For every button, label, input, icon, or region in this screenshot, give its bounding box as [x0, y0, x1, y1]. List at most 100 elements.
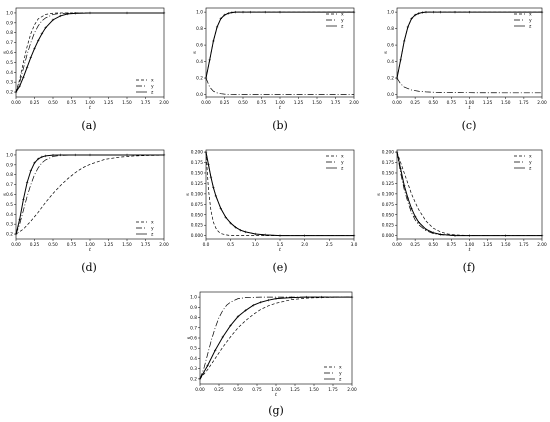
x-tick-label: 1.75	[141, 242, 151, 248]
series-point-z	[249, 10, 252, 14]
chart-panel: 0.00 0.25 0.50 0.75 1.00 1.25 1.50 1.75 2.00 0.0 0…	[383, 7, 547, 132]
legend-label-z: z	[339, 378, 342, 383]
series-point-z	[25, 181, 29, 184]
x-tick-label: 0.00	[11, 100, 21, 106]
x-tick-label: 1.75	[519, 100, 529, 106]
x-tick-label: 1.0	[252, 242, 259, 248]
y-tick-label: 0.150	[191, 170, 204, 176]
y-tick-label: 0.0	[387, 92, 394, 98]
legend-label-y: y	[339, 372, 342, 377]
series-point-z	[40, 155, 44, 159]
series-point-z	[40, 32, 44, 35]
legend-label-x: x	[529, 13, 532, 18]
series-point-z	[264, 233, 267, 237]
series-point-z	[453, 10, 457, 14]
series-point-z	[254, 232, 257, 236]
y-tick-label: 0.0	[196, 92, 203, 98]
series-point-z	[468, 234, 471, 237]
series-point-z	[208, 58, 211, 62]
series-line-x	[15, 154, 165, 235]
y-tick-label: 0.9	[6, 162, 13, 168]
series-point-z	[264, 10, 267, 14]
x-tick-label: 1.00	[85, 100, 95, 106]
series-point-z	[212, 39, 215, 43]
series-point-z	[18, 218, 21, 221]
series-point-z	[29, 56, 32, 59]
panel-caption: (a)	[81, 119, 96, 132]
series-point-z	[236, 315, 240, 318]
series-point-z	[204, 76, 208, 80]
x-axis-label: t	[468, 247, 471, 253]
x-tick-label: 0.50	[428, 100, 438, 106]
y-tick-label: 1.0	[6, 10, 13, 16]
series-point-z	[432, 10, 435, 14]
series-point-z	[219, 17, 222, 20]
x-axis-label: t	[89, 105, 92, 111]
series-point-z	[125, 11, 129, 15]
series-point-z	[51, 18, 55, 22]
series-point-z	[399, 58, 402, 62]
legend-label-z: z	[341, 167, 344, 172]
plot-frame	[396, 149, 543, 240]
series-point-z	[278, 234, 282, 237]
series-point-z	[424, 228, 428, 231]
x-axis-label: t	[468, 105, 471, 111]
x-tick-label: 1.25	[483, 242, 493, 248]
series-point-z	[33, 47, 36, 50]
x-tick-label: 1.75	[519, 242, 529, 248]
x-tick-label: 0.00	[201, 100, 211, 106]
series-point-z	[29, 169, 32, 172]
panel-caption: (f)	[463, 261, 476, 274]
x-tick-label: 0.00	[11, 242, 21, 248]
series-point-z	[395, 150, 399, 154]
x-tick-label: 0.75	[252, 387, 262, 393]
y-tick-label: 0.200	[382, 150, 395, 156]
x-tick-label: 1.00	[271, 387, 281, 393]
series-point-z	[88, 153, 92, 157]
series-point-z	[352, 10, 356, 14]
x-tick-label: 2.0	[301, 242, 308, 248]
y-tick-label: 0.6	[6, 192, 13, 198]
x-tick-label: 0.50	[238, 100, 248, 106]
series-line-x	[396, 11, 542, 79]
series-point-z	[212, 186, 215, 189]
chart-panel: 0.00 0.25 0.50 0.75 1.00 1.25 1.50 1.75 2.00 0.2 0…	[2, 149, 169, 274]
x-axis-label: t	[89, 247, 92, 253]
series-point-z	[540, 10, 544, 14]
x-tick-label: 1.00	[85, 242, 95, 248]
y-tick-label: 0.3	[6, 222, 13, 228]
chart-panel: 0.00 0.25 0.50 0.75 1.00 1.25 1.50 1.75 2.00 0.0 0…	[192, 7, 359, 132]
series-point-z	[290, 296, 293, 299]
x-tick-label: 1.75	[331, 100, 341, 106]
x-tick-label: 0.00	[195, 387, 205, 393]
x-tick-label: 1.75	[141, 100, 151, 106]
y-axis-label: s	[383, 51, 389, 54]
x-tick-label: 0.25	[410, 100, 420, 106]
series-point-z	[66, 12, 69, 16]
y-tick-label: 1.0	[196, 10, 203, 16]
x-tick-label: 0.75	[67, 242, 77, 248]
series-point-z	[25, 66, 29, 69]
x-tick-label: 0.0	[203, 242, 210, 248]
y-tick-label: 0.6	[196, 43, 203, 49]
series-point-z	[244, 230, 247, 234]
y-tick-label: 0.8	[6, 172, 13, 178]
x-tick-label: 1.50	[501, 100, 511, 106]
series-point-z	[453, 234, 457, 237]
series-point-z	[252, 304, 255, 307]
x-tick-label: 1.25	[290, 387, 300, 393]
series-point-z	[22, 76, 25, 79]
x-tick-label: 1.50	[309, 387, 319, 393]
y-tick-label: 0.025	[382, 223, 395, 229]
x-tick-label: 0.50	[428, 242, 438, 248]
x-tick-label: 0.75	[257, 100, 267, 106]
y-tick-label: 0.7	[190, 325, 197, 331]
series-point-z	[229, 221, 232, 225]
series-point-z	[209, 175, 213, 179]
y-tick-label: 0.2	[6, 90, 13, 96]
y-tick-label: 0.8	[190, 315, 197, 321]
series-point-z	[303, 234, 306, 237]
series-point-z	[44, 26, 47, 29]
series-line-y	[205, 152, 354, 237]
series-point-z	[320, 295, 323, 299]
